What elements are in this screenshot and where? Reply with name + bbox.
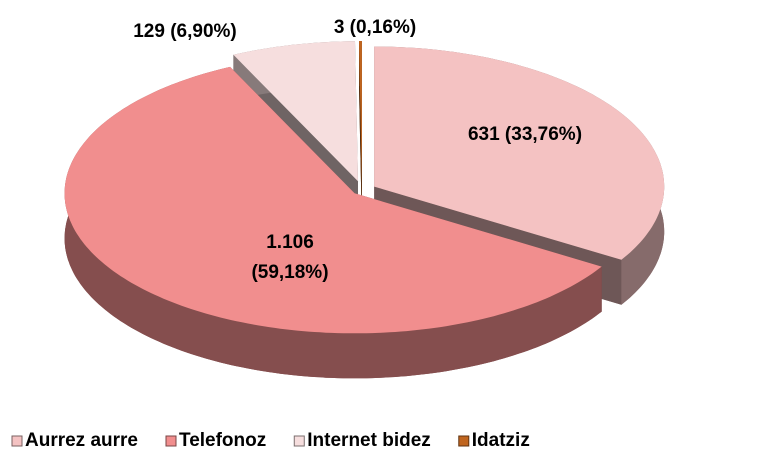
slice <box>359 41 362 181</box>
legend-swatch <box>293 435 305 447</box>
legend-label: Aurrez aurre <box>25 430 138 451</box>
slice-side <box>359 41 362 226</box>
legend-swatch <box>458 435 470 447</box>
slice-group <box>359 41 362 226</box>
legend-swatch <box>11 435 23 447</box>
slice <box>64 66 602 334</box>
data-label: 3 (0,16%) <box>334 17 416 38</box>
legend-swatch <box>165 435 177 447</box>
data-label: 129 (6,90%) <box>133 21 237 42</box>
legend-label: Telefonoz <box>179 430 266 451</box>
legend-label: Idatziz <box>472 430 530 451</box>
data-label: 1.106 (59,18%) <box>251 232 328 283</box>
slice <box>233 41 358 182</box>
legend-label: Internet bidez <box>307 430 431 451</box>
data-label: 631 (33,76%) <box>468 124 582 145</box>
slice <box>374 46 665 260</box>
slice-group <box>64 66 602 379</box>
